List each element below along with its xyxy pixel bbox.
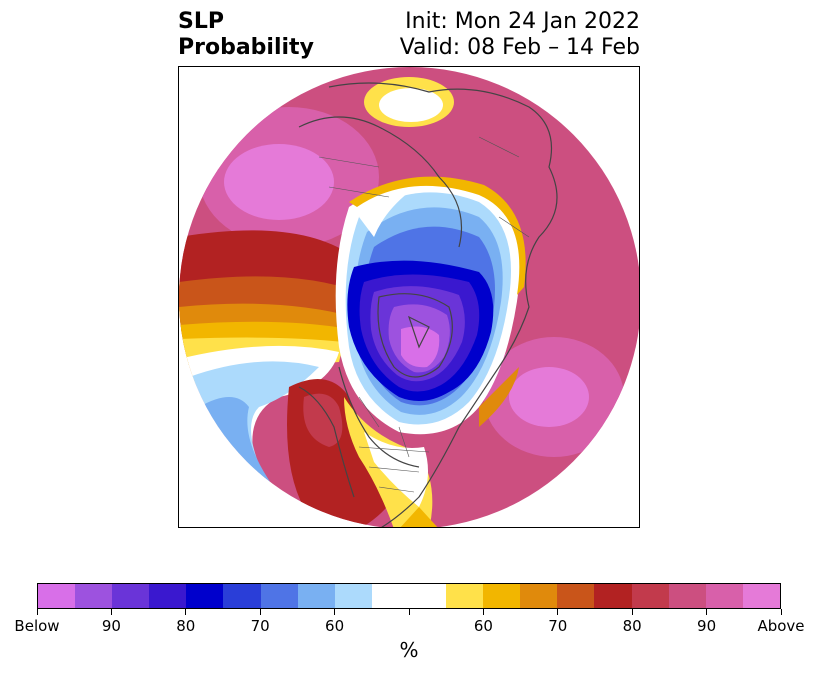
colorbar-tick bbox=[36, 609, 38, 615]
colorbar-tick bbox=[259, 609, 261, 615]
colorbar-tick bbox=[408, 609, 410, 615]
probability-map bbox=[179, 67, 639, 527]
colorbar-tick bbox=[631, 609, 633, 615]
colorbar-tick-label: Below bbox=[14, 617, 60, 635]
colorbar-cell bbox=[371, 584, 409, 608]
colorbar-tick-label: 60 bbox=[473, 617, 493, 635]
colorbar-tick-label: 60 bbox=[325, 617, 345, 635]
colorbar-tick-label: 70 bbox=[548, 617, 568, 635]
colorbar-tick bbox=[706, 609, 708, 615]
colorbar-cell bbox=[483, 584, 521, 608]
colorbar-cell bbox=[38, 584, 76, 608]
colorbar-cell bbox=[112, 584, 150, 608]
title-variable: SLP bbox=[178, 9, 224, 34]
colorbar-tick bbox=[334, 609, 336, 615]
field-white-north bbox=[359, 192, 409, 237]
colorbar-cell bbox=[520, 584, 558, 608]
colorbar-tick-label: 90 bbox=[101, 617, 121, 635]
colorbar-cell bbox=[631, 584, 669, 608]
colorbar-tick-label: 70 bbox=[250, 617, 270, 635]
valid-range: Valid: 08 Feb – 14 Feb bbox=[399, 35, 640, 60]
map-panel bbox=[178, 66, 640, 528]
title-subtitle: Probability bbox=[178, 35, 314, 60]
colorbar-cell bbox=[223, 584, 261, 608]
colorbar-tick-label: 80 bbox=[176, 617, 196, 635]
field-white-siberia bbox=[379, 88, 443, 122]
colorbar-cell bbox=[742, 584, 780, 608]
colorbar-cell bbox=[446, 584, 484, 608]
colorbar-cell bbox=[408, 584, 447, 608]
colorbar-unit: % bbox=[399, 638, 419, 662]
colorbar-cell bbox=[75, 584, 113, 608]
colorbar-tick-label: Above bbox=[757, 617, 805, 635]
colorbar-tick bbox=[185, 609, 187, 615]
field-high-europe-core bbox=[224, 144, 334, 220]
field-high-pacific-core bbox=[509, 367, 589, 427]
colorbar-cell bbox=[705, 584, 743, 608]
colorbar-tick bbox=[780, 609, 782, 615]
coastlines bbox=[298, 82, 558, 527]
colorbar bbox=[37, 583, 781, 609]
title-right: Init: Mon 24 Jan 2022 Valid: 08 Feb – 14… bbox=[400, 9, 640, 61]
colorbar-cell bbox=[186, 584, 224, 608]
colorbar-tick-label: 80 bbox=[622, 617, 642, 635]
title-left: SLP Probability bbox=[178, 9, 314, 61]
colorbar-cell bbox=[594, 584, 632, 608]
colorbar-cell bbox=[149, 584, 187, 608]
field-crimson-namerica bbox=[303, 393, 343, 447]
colorbar-cell bbox=[297, 584, 335, 608]
colorbar-tick bbox=[482, 609, 484, 615]
colorbar-cell bbox=[260, 584, 298, 608]
colorbar-cell bbox=[668, 584, 706, 608]
init-date: Init: Mon 24 Jan 2022 bbox=[405, 9, 640, 34]
field-ring-pacific bbox=[479, 367, 519, 427]
colorbar-tick bbox=[110, 609, 112, 615]
colorbar-tick bbox=[557, 609, 559, 615]
field-magenta-arctic bbox=[401, 326, 440, 368]
colorbar-tick-label: 90 bbox=[697, 617, 717, 635]
country-borders bbox=[318, 136, 530, 493]
field-gold-gulf bbox=[399, 507, 439, 527]
colorbar-cell bbox=[557, 584, 595, 608]
colorbar-cell bbox=[334, 584, 372, 608]
